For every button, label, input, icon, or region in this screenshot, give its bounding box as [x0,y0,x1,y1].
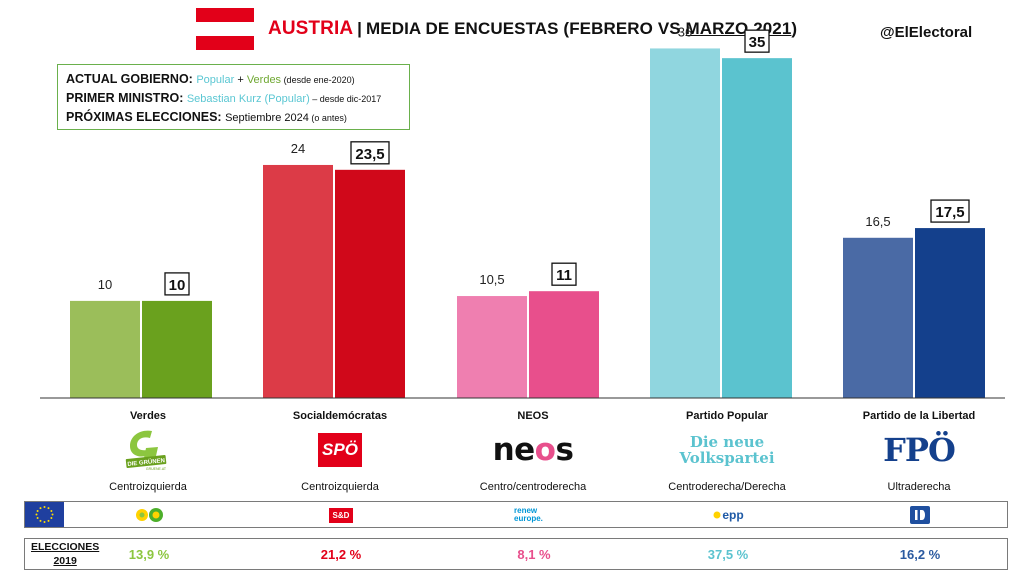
ideology-verdes: Centroizquierda [109,481,187,493]
bar-neos-feb [457,296,527,398]
fpo-logo: FPÖ [834,428,1004,472]
elections-label-line2: 2019 [53,555,77,567]
sd-icon: S&D [328,507,354,523]
elections-ovp: 37,5 % [707,547,749,562]
info-gobierno-party2: Verdes [246,74,282,86]
eu-group-id [835,505,1005,525]
info-gobierno-party1: Popular [196,74,235,86]
info-pm: PRIMER MINISTRO: Sebastian Kurz (Popular… [66,89,401,108]
elections-label-line1: ELECCIONES [31,541,100,553]
verdes-logo: DIE GRÜNEN GRUENE.AT [63,428,233,472]
elections-fpo: 16,2 % [899,547,941,562]
bar-verdes-mar [142,300,212,398]
party-name-ovp: Partido Popular [686,410,768,422]
eu-group-epp: epp [643,505,813,525]
info-next-value: Septiembre 2024 [225,112,309,124]
flag-stripe-top [196,8,254,22]
info-gobierno-label: ACTUAL GOBIERNO: [66,72,193,86]
verdes-logo-small-text: GRUENE.AT [146,467,167,471]
info-gobierno: ACTUAL GOBIERNO: Popular + Verdes (desde… [66,70,401,89]
renew-europe-icon: renew europe. [514,506,543,523]
bar-neos-mar [529,291,599,398]
info-gobierno-plus: + [234,74,247,86]
data-label-ovp-mar: 35 [749,34,766,51]
title-separator: | [357,19,363,38]
bar-verdes-feb [70,300,140,398]
greens-efa-icon [136,508,163,522]
eu-group-sd: S&D [256,505,426,525]
bar-fpo-mar [915,228,985,398]
party-name-spo: Socialdemócratas [292,410,388,422]
eu-group-greens [64,505,234,525]
eu-group-renew: renew europe. [449,505,619,525]
epp-icon: epp [722,508,744,522]
verdes-logo-text: DIE GRÜNEN [127,457,165,468]
ideology-fpo: Ultraderecha [887,481,951,493]
bar-fpo-feb [843,237,913,398]
data-label-fpo-feb: 16,5 [865,214,890,229]
party-name-neos: NEOS [517,410,549,422]
eu-groups-row: S&D renew europe. epp [24,501,1008,528]
data-label-verdes-feb: 10 [98,277,112,292]
title-country: AUSTRIA [268,18,354,39]
id-group-icon [910,506,930,524]
bar-spo-feb [263,164,333,398]
elections-neos: 8,1 % [517,547,551,562]
spo-logo-text: SPÖ [322,440,358,459]
eu-flag-icon [25,502,64,527]
info-pm-label: PRIMER MINISTRO: [66,91,184,105]
party-name-fpo: Partido de la Libertad [862,410,976,422]
epp-dot-icon [713,511,721,519]
elections-verdes: 13,9 % [128,547,170,562]
data-label-box-fpo-mar [930,199,970,223]
bar-ovp-feb [650,48,720,398]
data-label-box-ovp-mar [744,29,770,53]
info-next-elections: PRÓXIMAS ELECCIONES: Septiembre 2024 (o … [66,108,401,127]
elections-label: ELECCIONES 2019 [31,540,99,568]
ovp-logo-line1: Die neue [689,433,765,451]
ideology-neos: Centro/centroderecha [479,481,587,493]
data-label-box-spo-mar [350,141,390,165]
neos-logo-post: s [555,432,574,468]
author-handle: @ElElectoral [880,24,973,41]
ideology-spo: Centroizquierda [301,481,379,493]
data-label-neos-mar: 11 [556,267,572,284]
flag-stripe-bottom [196,36,254,50]
ovp-logo: Die neue Volkspartei [642,428,812,472]
info-next-note: (o antes) [308,113,347,123]
fpo-logo-text: FPÖ [883,431,956,469]
die-gruenen-logo-icon: DIE GRÜNEN GRUENE.AT [125,430,167,471]
data-label-box-neos-mar [551,262,577,286]
data-label-verdes-mar: 10 [169,277,186,294]
info-pm-since: – desde dic-2017 [309,94,382,104]
bar-ovp-mar [722,58,792,399]
data-label-ovp-feb: 36 [678,24,692,39]
ideology-ovp: Centroderecha/Derecha [668,481,786,493]
info-next-label: PRÓXIMAS ELECCIONES: [66,110,222,124]
elections-2019-row: ELECCIONES 2019 13,9 % 21,2 % 8,1 % 37,5… [24,538,1008,570]
info-pm-value: Sebastian Kurz (Popular) [186,93,310,105]
info-gobierno-since: (desde ene-2020) [281,75,355,85]
neos-logo-pre: ne [492,432,536,468]
data-label-neos-feb: 10,5 [479,272,504,287]
neos-logo-o: o [534,432,556,468]
government-info-box: ACTUAL GOBIERNO: Popular + Verdes (desde… [57,64,410,130]
data-label-spo-feb: 24 [291,141,305,156]
title-subtitle-pre: MEDIA DE ENCUESTAS (FEBRERO VS [366,19,686,38]
neos-logo: neos [448,428,618,472]
data-label-spo-mar: 23,5 [355,146,384,163]
party-name-verdes: Verdes [129,410,167,422]
data-label-fpo-mar: 17,5 [935,204,964,221]
data-label-box-verdes-mar [164,272,190,296]
ovp-logo-line2: Volkspartei [679,449,775,467]
flag-stripe-middle [196,22,254,36]
elections-spo: 21,2 % [320,547,362,562]
spo-logo: SPÖ [255,428,425,472]
title-subtitle-post: ) [791,19,798,38]
bar-spo-mar [335,169,405,398]
austria-flag-icon [196,8,254,50]
